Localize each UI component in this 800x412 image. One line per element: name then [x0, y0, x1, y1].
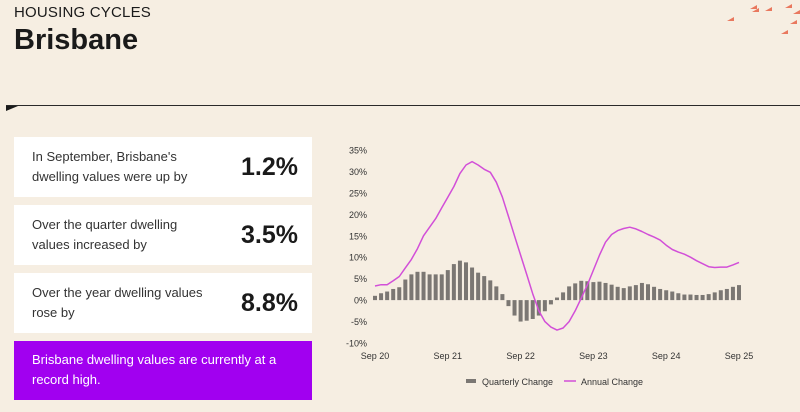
quarterly-change-bar	[397, 287, 402, 301]
stat-value: 1.2%	[241, 152, 298, 181]
quarterly-change-bar	[457, 260, 462, 301]
quarterly-change-bar	[670, 291, 675, 301]
quarterly-change-bar	[409, 274, 414, 301]
quarterly-change-bar	[536, 300, 541, 316]
quarterly-change-bar	[591, 282, 596, 301]
quarterly-change-bar	[652, 286, 657, 301]
legend-swatch-quarterly	[466, 379, 476, 383]
quarterly-change-bar	[718, 290, 723, 301]
y-tick-label: 25%	[349, 188, 367, 198]
quarterly-change-bar	[700, 294, 705, 301]
y-tick-label: 10%	[349, 253, 367, 263]
x-tick-label: Sep 20	[361, 351, 390, 361]
legend-label-quarterly: Quarterly Change	[482, 377, 553, 387]
x-tick-label: Sep 23	[579, 351, 608, 361]
quarterly-change-bar	[518, 300, 523, 322]
quarterly-change-bar	[379, 293, 384, 301]
y-tick-label: -10%	[346, 339, 367, 349]
quarterly-change-bar	[694, 294, 699, 301]
quarterly-change-bar	[646, 284, 650, 301]
section-kicker: HOUSING CYCLES	[14, 4, 151, 21]
quarterly-change-bar	[585, 281, 590, 301]
page-title: Brisbane	[14, 24, 139, 56]
stat-label: Over the year dwelling values rose by	[32, 285, 203, 320]
quarterly-change-bar	[627, 286, 632, 301]
quarterly-change-bar	[615, 286, 620, 301]
quarterly-change-bar	[451, 264, 456, 301]
quarterly-change-bar	[639, 282, 644, 301]
stat-card-quarterly: Over the quarter dwelling values increas…	[14, 205, 312, 265]
quarterly-change-bar	[464, 262, 468, 301]
quarterly-change-bar	[488, 280, 493, 301]
y-tick-label: 5%	[354, 274, 367, 284]
quarterly-change-bar	[421, 271, 426, 301]
legend-label-annual: Annual Change	[581, 377, 643, 387]
quarterly-change-bar	[597, 281, 602, 301]
stat-card-monthly: In September, Brisbane's dwelling values…	[14, 137, 312, 197]
stat-card-annual: Over the year dwelling values rose by 8.…	[14, 273, 312, 333]
quarterly-change-bar	[548, 300, 553, 305]
annual-change-line	[374, 160, 740, 331]
quarterly-change-bar	[482, 276, 487, 301]
quarterly-change-bar	[439, 274, 444, 301]
quarterly-change-bar	[433, 274, 438, 301]
stat-value: 8.8%	[241, 288, 298, 317]
quarterly-change-bar	[561, 292, 566, 301]
y-tick-label: 20%	[349, 210, 367, 220]
quarterly-change-bar	[530, 300, 535, 319]
y-tick-label: 30%	[349, 167, 367, 177]
quarterly-change-bar	[688, 294, 693, 301]
x-tick-label: Sep 22	[506, 351, 535, 361]
quarterly-change-bar	[542, 300, 547, 312]
quarterly-change-bar	[500, 294, 505, 301]
quarterly-change-bar	[730, 286, 735, 301]
x-tick-label: Sep 25	[725, 351, 754, 361]
quarterly-change-bar	[506, 300, 511, 307]
quarterly-change-bar	[494, 286, 499, 301]
quarterly-change-bar	[512, 300, 517, 316]
quarterly-change-bar	[476, 272, 481, 301]
quarterly-change-bar	[373, 295, 377, 301]
y-tick-label: 35%	[349, 146, 367, 156]
quarterly-change-bar	[555, 297, 559, 301]
quarterly-change-bar	[712, 292, 717, 301]
quarterly-change-bar	[682, 294, 687, 301]
quarterly-change-bar	[609, 284, 614, 301]
housing-cycle-chart: 35% 30% 25% 20% 15% 10% 5% 0% -5% -10% Sep 20 Sep 2…	[346, 146, 754, 388]
quarterly-change-bar	[676, 293, 681, 301]
quarterly-change-bar	[621, 288, 626, 301]
quarterly-change-bar	[658, 288, 663, 301]
stat-label: Over the quarter dwelling values increas…	[32, 217, 178, 252]
quarterly-change-bar	[633, 285, 638, 301]
quarterly-change-bar	[603, 282, 608, 301]
stat-value: 3.5%	[241, 220, 298, 249]
quarterly-change-bar	[664, 290, 669, 301]
quarterly-change-bar	[391, 288, 396, 301]
y-tick-label: -5%	[351, 317, 367, 327]
y-tick-label: 15%	[349, 231, 367, 241]
x-tick-label: Sep 24	[652, 351, 681, 361]
quarterly-change-bar	[385, 291, 390, 301]
quarterly-change-bar	[579, 280, 584, 301]
quarterly-change-bar	[415, 271, 420, 301]
quarterly-change-bar	[445, 270, 450, 301]
highlight-banner: Brisbane dwelling values are currently a…	[14, 341, 312, 400]
quarterly-change-bar	[567, 286, 572, 301]
quarterly-change-bar	[470, 267, 475, 301]
quarterly-change-bar	[573, 283, 578, 301]
divider	[6, 105, 800, 106]
quarterly-change-bar	[724, 288, 729, 301]
quarterly-change-bar	[737, 285, 741, 301]
quarterly-change-bar	[706, 294, 711, 301]
quarterly-change-bar	[524, 300, 529, 321]
stat-label: In September, Brisbane's dwelling values…	[32, 149, 188, 184]
divider-marker	[6, 106, 18, 111]
x-tick-label: Sep 21	[434, 351, 463, 361]
y-tick-label: 0%	[354, 296, 367, 306]
quarterly-change-bar	[427, 274, 432, 301]
quarterly-change-bar	[403, 279, 408, 301]
